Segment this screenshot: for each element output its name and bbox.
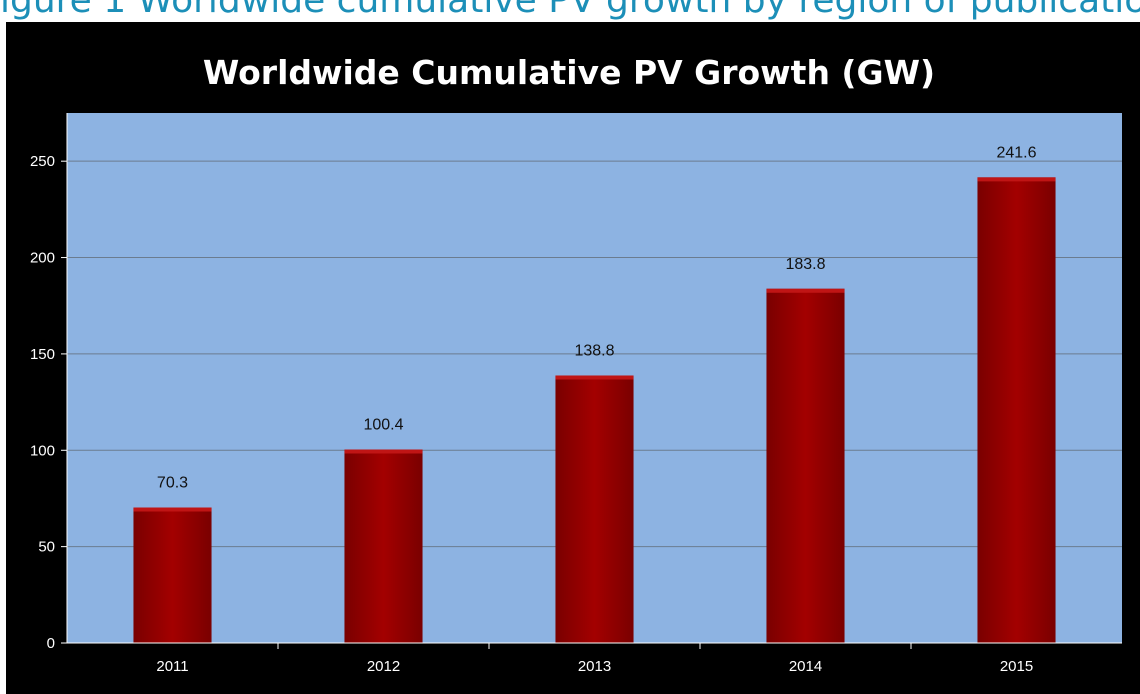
x-tick-label-2014: 2014 [789,658,822,675]
chart-title: Worldwide Cumulative PV Growth (GW) [203,53,935,92]
y-tick-label: 200 [30,250,55,267]
data-label-2011: 70.3 [157,475,188,492]
y-tick-label: 100 [30,442,55,459]
bar-top-highlight [977,177,1056,182]
data-labels: 70.3 100.4 138.8 183.8 241.6 [157,144,1037,491]
bar-top-highlight [133,507,212,512]
bar-2011 [133,507,212,643]
figure-caption-cropped: igure 1 Worldwide cumulative PV growth b… [0,0,1140,21]
data-label-2013: 138.8 [574,342,614,359]
bar-2015 [977,177,1056,643]
data-label-2014: 183.8 [785,256,825,273]
x-tick-label-2015: 2015 [1000,658,1033,675]
y-tick-label: 0 [47,635,55,652]
data-label-2012: 100.4 [363,417,403,434]
bar-top-highlight [344,449,423,454]
y-tick-label: 50 [38,539,55,556]
x-axis: 2011 2012 2013 2014 2015 [67,642,1122,675]
x-tick-label-2011: 2011 [156,658,188,675]
bar-2014 [766,288,845,643]
bar-top-highlight [766,288,845,293]
y-axis: 0 50 100 150 200 250 [30,113,68,652]
data-label-2015: 241.6 [996,144,1036,161]
bar-chart: Worldwide Cumulative PV Growth (GW) 70.3… [30,53,1122,675]
x-tick-label-2013: 2013 [578,658,611,675]
bar-2012 [344,449,423,643]
y-tick-label: 150 [30,346,55,363]
bar-top-highlight [555,375,634,380]
chart-frame: Worldwide Cumulative PV Growth (GW) 70.3… [6,22,1140,694]
bars [133,177,1056,643]
bar-2013 [555,375,634,643]
x-tick-label-2012: 2012 [367,658,400,675]
y-tick-label: 250 [30,153,55,170]
